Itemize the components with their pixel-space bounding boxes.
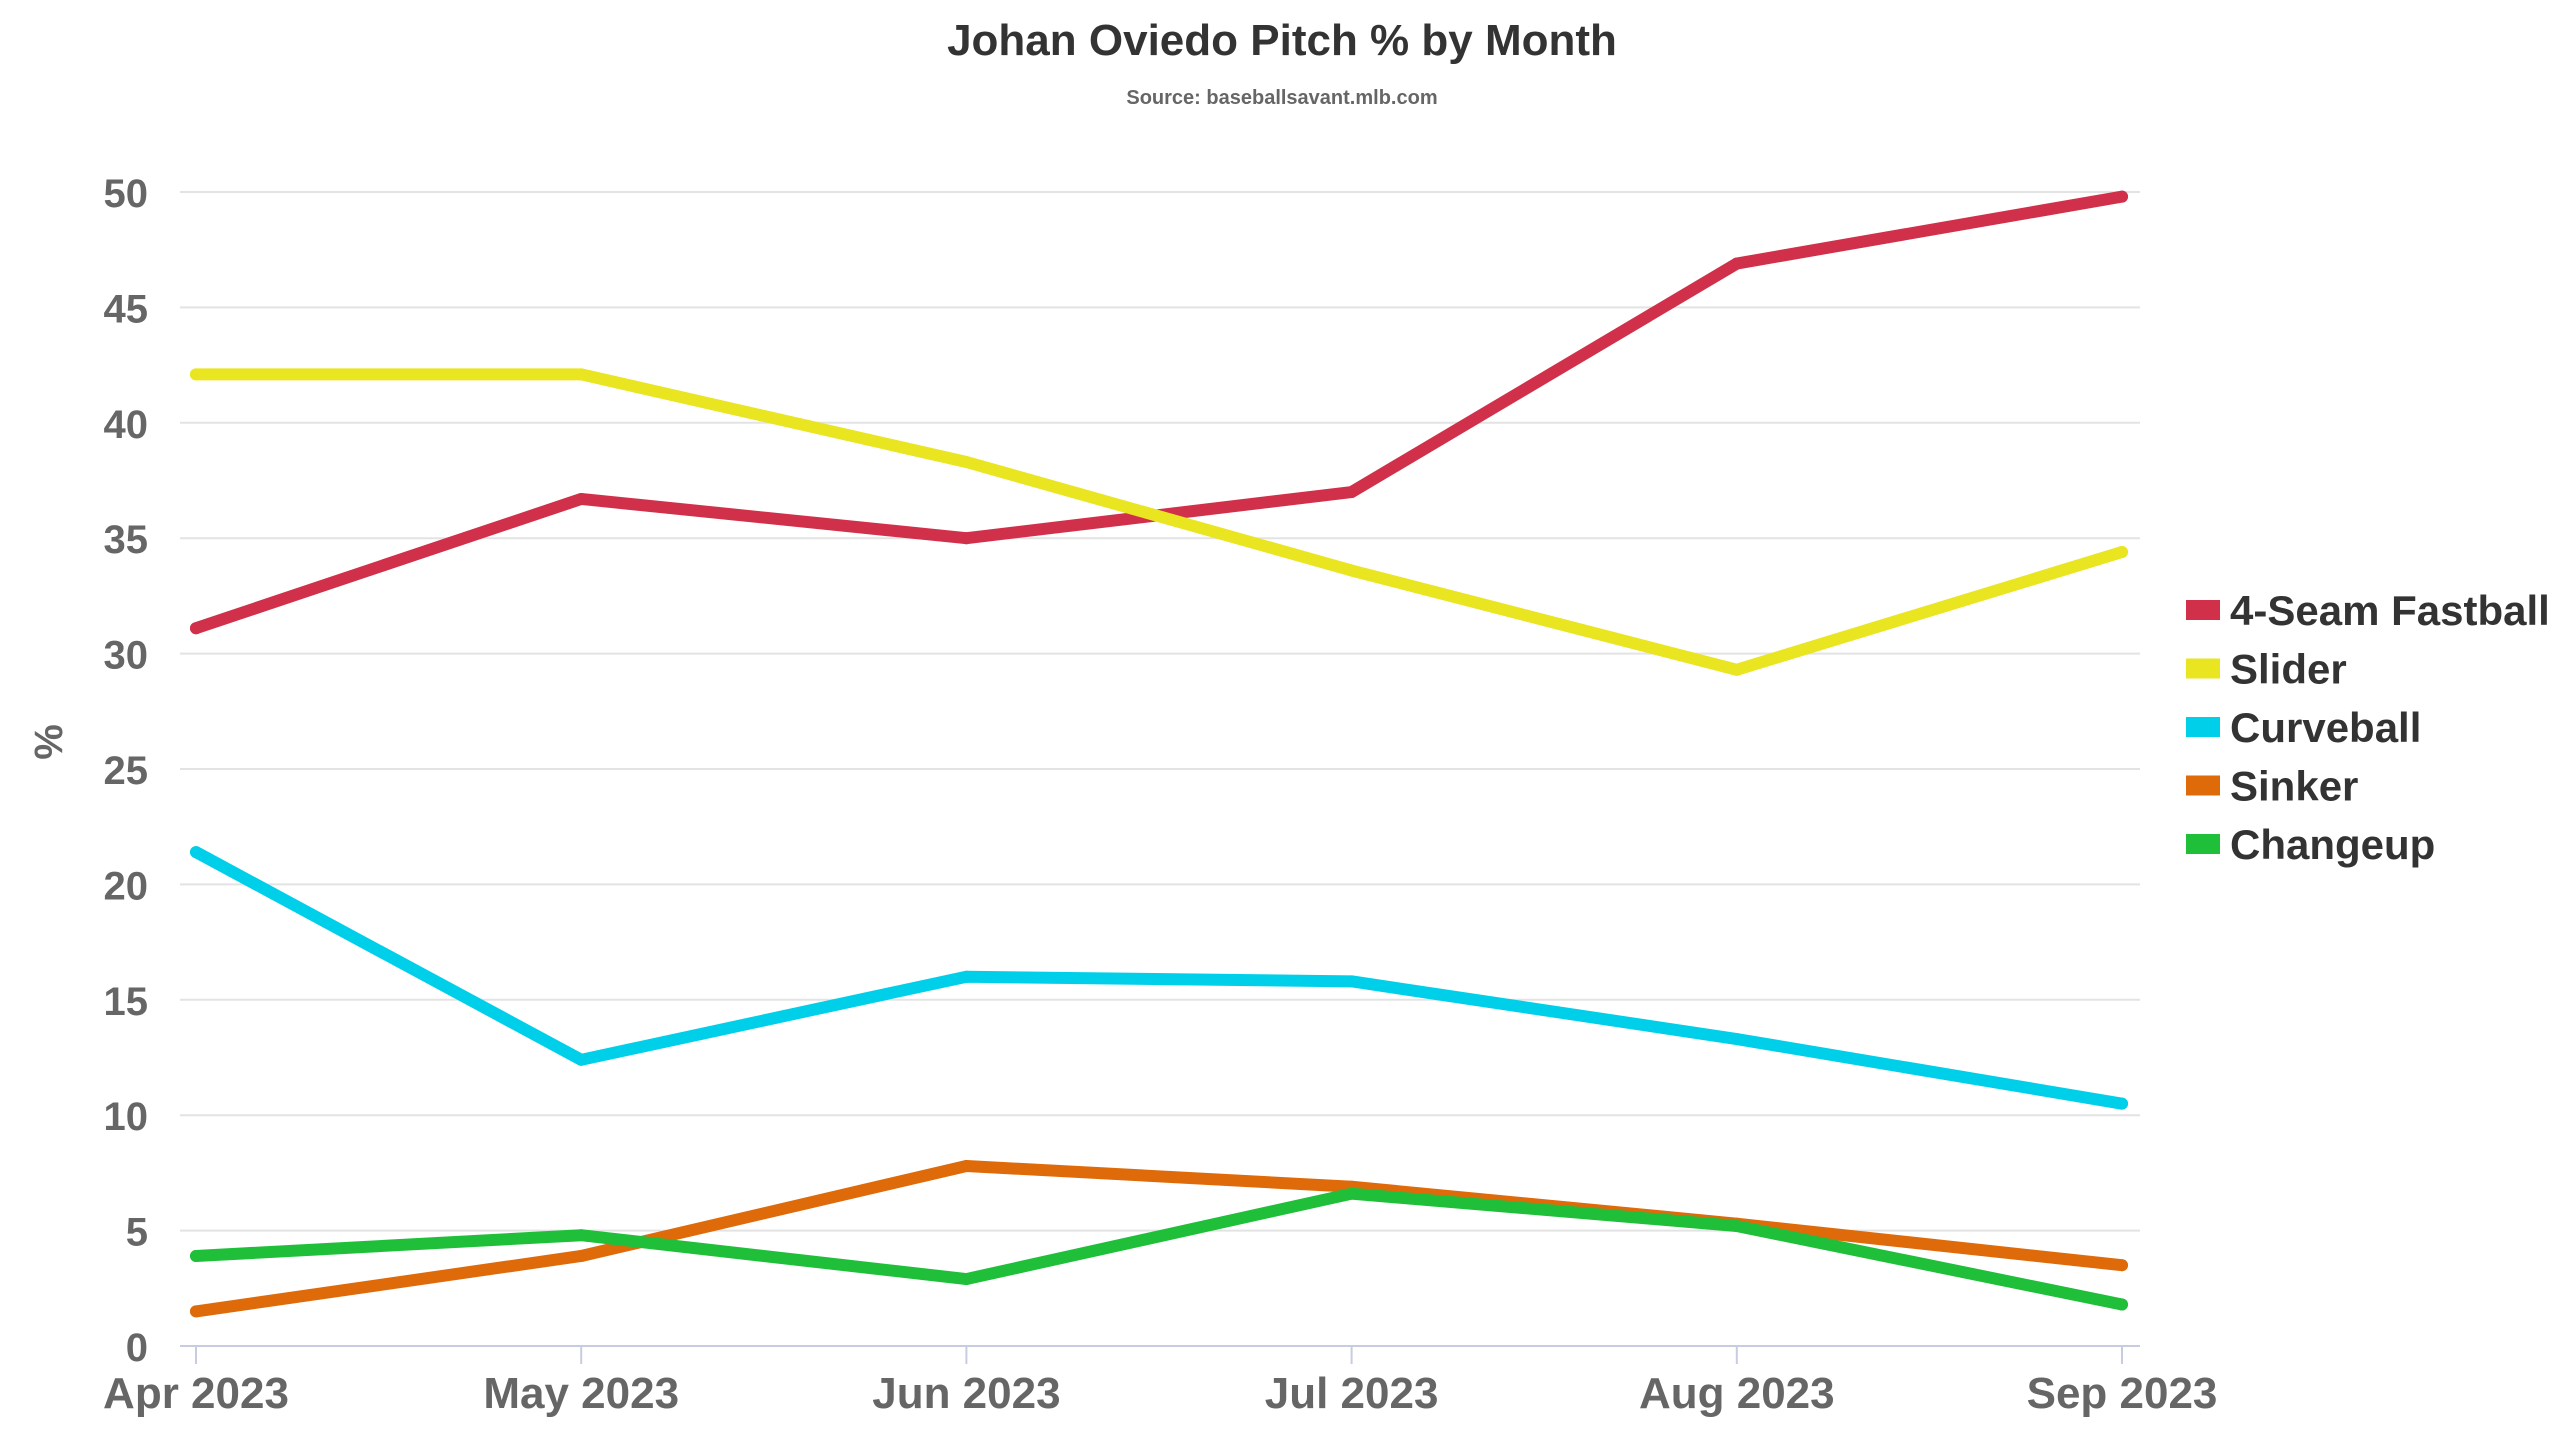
data-point <box>575 368 588 381</box>
x-tick-label: Jul 2023 <box>1265 1369 1439 1418</box>
data-point <box>1730 1219 1743 1232</box>
data-point <box>575 1053 588 1066</box>
chart-subtitle: Source: baseballsavant.mlb.com <box>1126 87 1437 109</box>
x-tick-label: Apr 2023 <box>103 1369 289 1418</box>
data-point <box>1345 564 1358 577</box>
legend-swatch <box>2186 600 2220 620</box>
x-axis: Apr 2023 May 2023 Jun 2023 Jul 2023 Aug 2023… <box>103 1345 2218 1418</box>
y-tick-label: 35 <box>104 518 149 562</box>
y-tick-label: 0 <box>126 1326 148 1370</box>
data-point <box>2116 190 2128 203</box>
data-point <box>1730 663 1743 676</box>
data-point <box>190 622 202 635</box>
data-point <box>190 1249 202 1262</box>
data-point <box>2116 1259 2128 1272</box>
chart-title: Johan Oviedo Pitch % by Month <box>947 16 1617 65</box>
legend-swatch <box>2186 834 2220 854</box>
x-tick-label: Sep 2023 <box>2027 1369 2218 1418</box>
data-point <box>960 532 973 545</box>
x-tick-label: May 2023 <box>483 1369 679 1418</box>
series-line <box>190 1159 2128 1318</box>
legend-swatch <box>2186 658 2220 679</box>
y-tick-label: 50 <box>104 172 149 216</box>
legend-label: Slider <box>2230 646 2347 693</box>
y-tick-label: 5 <box>126 1211 148 1255</box>
legend-swatch <box>2186 717 2220 737</box>
data-point <box>2116 1097 2128 1110</box>
data-point <box>575 1229 588 1242</box>
y-tick-label: 30 <box>104 634 149 678</box>
y-axis: 0 5 10 15 20 25 30 35 40 45 50 <box>104 172 149 1370</box>
legend-item[interactable]: 4-Seam Fastball <box>2186 587 2550 634</box>
y-tick-label: 40 <box>104 403 149 447</box>
y-tick-label: 25 <box>104 749 149 793</box>
data-point <box>960 1273 973 1286</box>
x-tick-label: Jun 2023 <box>872 1369 1060 1418</box>
legend-label: Changeup <box>2230 821 2435 868</box>
data-point <box>2116 546 2128 559</box>
data-point <box>575 492 588 505</box>
legend: 4-Seam Fastball Slider Curveball Sinker Chan… <box>2186 587 2550 868</box>
legend-label: Curveball <box>2230 704 2421 751</box>
data-point <box>960 1159 973 1172</box>
series-slider <box>190 368 2128 676</box>
legend-swatch <box>2186 775 2220 796</box>
series-line <box>190 368 2128 676</box>
series-line <box>190 1187 2128 1311</box>
data-point <box>1730 1033 1743 1046</box>
y-tick-label: 20 <box>104 864 149 908</box>
legend-label: 4-Seam Fastball <box>2230 587 2550 634</box>
y-axis-label: % <box>27 724 71 760</box>
data-point <box>1345 486 1358 499</box>
legend-item[interactable]: Curveball <box>2186 704 2421 751</box>
y-tick-label: 45 <box>104 287 149 331</box>
legend-item[interactable]: Changeup <box>2186 821 2435 868</box>
data-point <box>2116 1298 2128 1311</box>
data-point <box>190 1305 202 1318</box>
data-point <box>1345 1187 1358 1200</box>
data-point <box>960 970 973 983</box>
data-point <box>190 846 202 859</box>
series-line <box>190 190 2128 635</box>
series-curveball <box>190 846 2128 1110</box>
series-lines <box>190 190 2128 1318</box>
legend-label: Sinker <box>2230 763 2358 810</box>
series-changeup <box>190 1187 2128 1311</box>
legend-item[interactable]: Sinker <box>2186 763 2358 810</box>
x-tick-label: Aug 2023 <box>1639 1369 1835 1418</box>
data-point <box>190 368 202 381</box>
data-point <box>575 1249 588 1262</box>
series-line <box>190 846 2128 1110</box>
legend-item[interactable]: Slider <box>2186 646 2347 693</box>
data-point <box>1345 975 1358 988</box>
data-point <box>1730 257 1743 270</box>
y-tick-label: 10 <box>104 1095 149 1139</box>
grid <box>180 191 2140 1232</box>
data-point <box>960 456 973 469</box>
y-tick-label: 15 <box>104 980 149 1024</box>
series-4-seam-fastball <box>190 190 2128 635</box>
